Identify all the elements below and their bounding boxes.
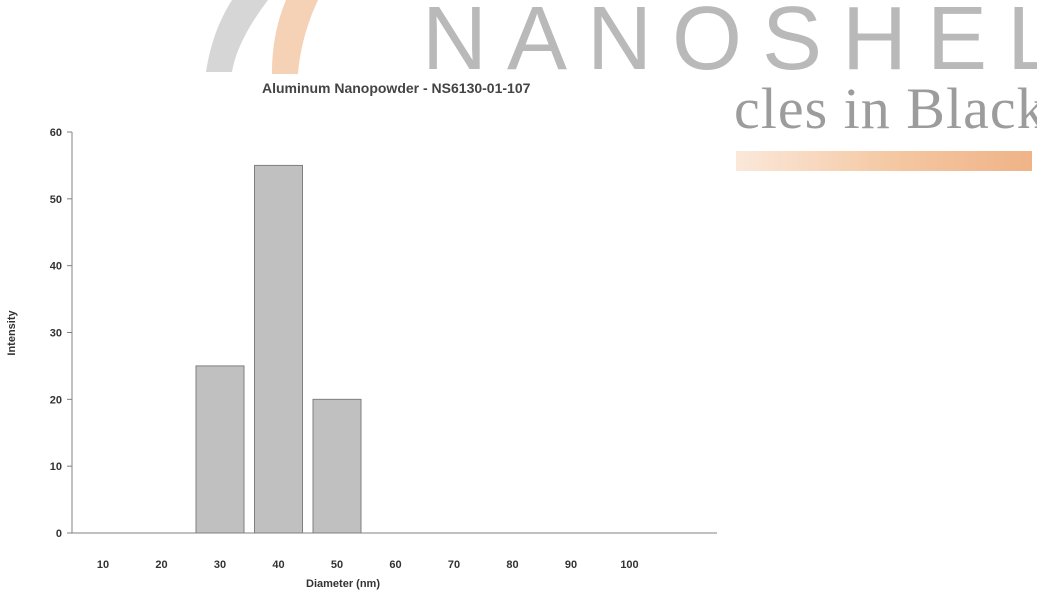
brand-name: NANOSHEL (422, 0, 1037, 89)
x-tick-label: 40 (272, 559, 284, 571)
y-tick-label: 0 (56, 528, 62, 540)
x-tick-label: 80 (506, 559, 518, 571)
bar (195, 365, 245, 534)
y-tick-label: 30 (50, 328, 62, 340)
brand-tagline: cles in Black (734, 76, 1037, 141)
x-tick-label: 20 (155, 559, 167, 571)
x-axis-label: Diameter (nm) (306, 578, 380, 590)
x-tick-label: 10 (97, 559, 109, 571)
brand-bar (736, 151, 1032, 171)
y-tick-label: 50 (50, 194, 62, 206)
bar (254, 164, 303, 534)
x-tick-label: 90 (565, 559, 577, 571)
bar (312, 398, 362, 534)
x-tick-label: 100 (620, 559, 638, 571)
chart-title: Aluminum Nanopowder - NS6130-01-107 (262, 80, 531, 96)
x-tick-label: 50 (331, 559, 343, 571)
x-tick-label: 60 (389, 559, 401, 571)
y-tick-label: 40 (50, 261, 62, 273)
y-tick-label: 20 (50, 394, 62, 406)
y-axis-label: Intensity (6, 310, 18, 356)
x-tick-label: 70 (448, 559, 460, 571)
y-tick-label: 10 (50, 461, 62, 473)
x-tick-label: 30 (214, 559, 226, 571)
y-tick-label: 60 (50, 127, 62, 139)
